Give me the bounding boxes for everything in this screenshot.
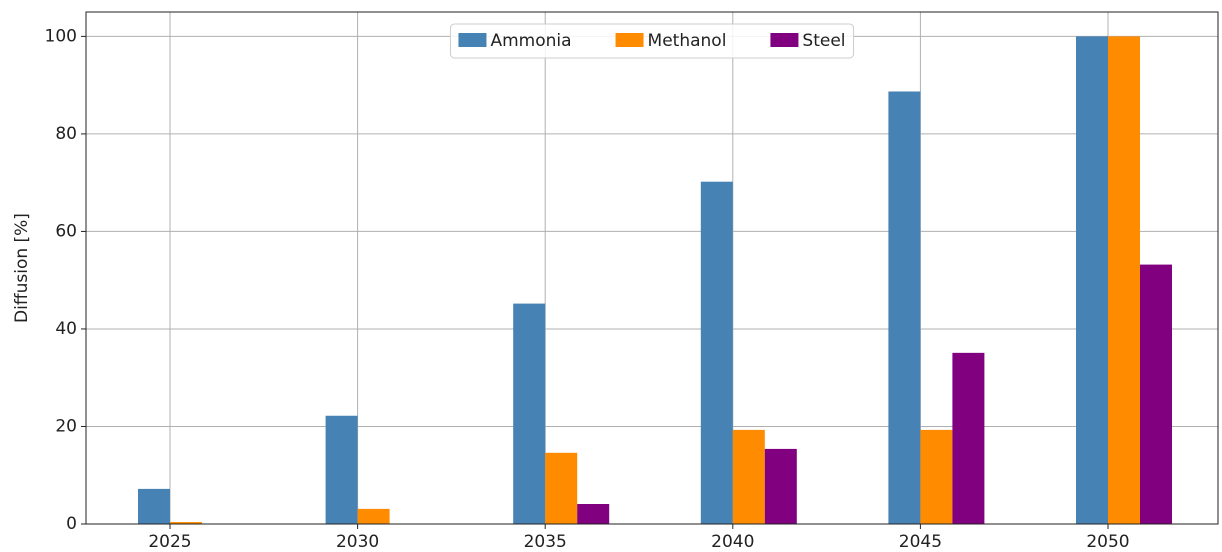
- bar: [764, 448, 797, 524]
- legend-swatch: [458, 33, 487, 47]
- y-tick-label: 40: [55, 319, 77, 339]
- bar: [1140, 264, 1172, 524]
- bar: [1108, 36, 1140, 524]
- x-tick-label: 2025: [148, 532, 191, 552]
- y-tick-label: 20: [55, 416, 77, 436]
- bar: [888, 91, 921, 524]
- bar: [700, 181, 733, 525]
- bar: [577, 504, 610, 524]
- legend-box: [449, 23, 855, 59]
- bar: [357, 508, 390, 524]
- y-tick-label: 80: [55, 124, 77, 144]
- bar: [325, 415, 358, 524]
- bar: [513, 303, 546, 524]
- legend-swatch: [770, 33, 799, 47]
- legend-swatch: [615, 33, 644, 47]
- y-axis-label: Diffusion [%]: [12, 213, 32, 323]
- bar: [1076, 36, 1108, 524]
- bar: [138, 488, 170, 524]
- legend-label: Ammonia: [490, 31, 571, 51]
- bar: [545, 452, 578, 524]
- y-tick-label: 100: [45, 26, 77, 46]
- legend-label: Steel: [802, 31, 845, 51]
- y-tick-label: 0: [66, 514, 77, 534]
- y-tick-label: 60: [55, 221, 77, 241]
- x-tick-label: 2035: [524, 532, 567, 552]
- bar: [170, 522, 202, 524]
- bar: [920, 429, 953, 524]
- x-tick-label: 2045: [899, 532, 942, 552]
- x-tick-label: 2030: [336, 532, 379, 552]
- plot-frame: [85, 11, 1219, 525]
- bar: [952, 352, 985, 524]
- bar: [732, 429, 765, 524]
- x-tick-label: 2050: [1086, 532, 1129, 552]
- legend-label: Methanol: [648, 31, 727, 51]
- x-tick-label: 2040: [711, 532, 754, 552]
- legend: Ammonia Methanol Steel: [449, 23, 855, 59]
